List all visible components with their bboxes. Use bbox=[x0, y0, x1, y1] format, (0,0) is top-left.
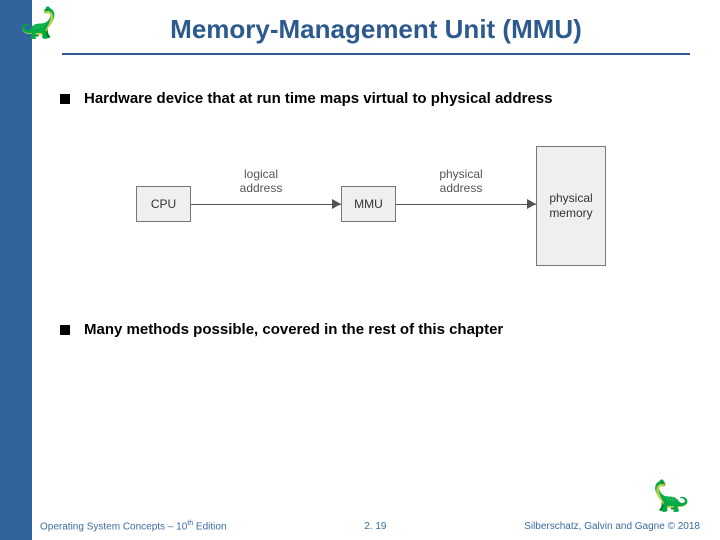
footer-left: Operating System Concepts – 10th Edition bbox=[40, 520, 227, 532]
diagram-node-cpu: CPU bbox=[136, 186, 191, 222]
footer-page-number: 2. 19 bbox=[364, 521, 386, 532]
bullet-square-icon bbox=[60, 325, 70, 335]
diagram-edge-2-arrowhead-icon bbox=[527, 199, 536, 209]
dinosaur-icon: 🦕 bbox=[653, 479, 690, 514]
diagram-edge-1-line bbox=[191, 204, 341, 205]
diagram-edge-2-label: physicaladdress bbox=[426, 167, 496, 196]
footer-left-a: Operating System Concepts – 10 bbox=[40, 521, 187, 532]
bullet-1-text: Hardware device that at run time maps vi… bbox=[84, 90, 553, 107]
diagram-node-mmu: MMU bbox=[341, 186, 396, 222]
content: Hardware device that at run time maps vi… bbox=[60, 90, 692, 362]
title-underline bbox=[62, 53, 690, 55]
footer: Operating System Concepts – 10th Edition… bbox=[40, 520, 700, 532]
diagram-edge-1-label: logicaladdress bbox=[226, 167, 296, 196]
left-sidebar bbox=[0, 0, 32, 540]
mmu-diagram: CPU MMU physicalmemory logicaladdress ph… bbox=[126, 131, 626, 281]
footer-right: Silberschatz, Galvin and Gagne © 2018 bbox=[524, 521, 700, 532]
bullet-1: Hardware device that at run time maps vi… bbox=[60, 90, 692, 107]
bullet-2-text: Many methods possible, covered in the re… bbox=[84, 321, 503, 338]
diagram-node-memory-label: physicalmemory bbox=[549, 191, 592, 221]
header: Memory-Management Unit (MMU) bbox=[32, 0, 720, 55]
page-title: Memory-Management Unit (MMU) bbox=[52, 14, 700, 53]
bullet-2: Many methods possible, covered in the re… bbox=[60, 321, 692, 338]
diagram-edge-2-line bbox=[396, 204, 536, 205]
bullet-square-icon bbox=[60, 94, 70, 104]
diagram-node-memory: physicalmemory bbox=[536, 146, 606, 266]
diagram-edge-1-arrowhead-icon bbox=[332, 199, 341, 209]
footer-left-b: Edition bbox=[193, 521, 226, 532]
